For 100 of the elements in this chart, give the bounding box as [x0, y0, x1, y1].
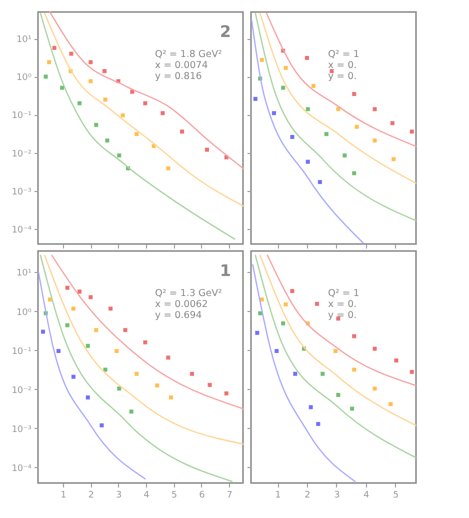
annotation: y = 0.	[328, 310, 357, 321]
point	[88, 295, 93, 300]
point	[255, 330, 260, 335]
point	[336, 316, 340, 321]
point	[260, 58, 264, 62]
point	[315, 302, 319, 306]
point	[208, 382, 212, 387]
point	[123, 328, 128, 332]
y-tick-label: 10⁻¹	[12, 111, 32, 122]
annotation: 2	[220, 22, 231, 41]
line-series	[49, 11, 244, 169]
line-series	[51, 254, 244, 410]
point	[284, 66, 288, 70]
point	[71, 306, 76, 311]
x-tick-label: 1	[60, 490, 66, 500]
x-tick-label: 6	[199, 490, 206, 500]
point	[129, 410, 134, 414]
point	[281, 86, 286, 90]
point	[103, 368, 108, 372]
point	[168, 395, 173, 400]
point	[350, 406, 354, 411]
point	[60, 86, 64, 90]
x-tick-label: 4	[364, 490, 370, 500]
point	[324, 132, 328, 136]
annotation: Q² = 1	[328, 288, 360, 299]
point	[342, 153, 347, 158]
annotation: Q² = 1.8 GeV²	[155, 49, 222, 60]
point	[410, 370, 414, 374]
point	[330, 69, 334, 74]
point	[86, 395, 90, 400]
point	[103, 98, 108, 102]
x-tick-label: 2	[88, 490, 94, 500]
annotation: x = 0.	[328, 60, 357, 71]
x-tick-label: 3	[116, 490, 122, 500]
point	[274, 349, 279, 354]
point	[65, 323, 70, 328]
x-tick-label: 5	[393, 490, 399, 500]
point	[204, 148, 209, 152]
point	[308, 405, 313, 410]
x-tick-label: 3	[334, 490, 340, 500]
y-tick-label: 10⁰	[16, 73, 32, 84]
annotation: x = 0.0062	[155, 299, 208, 310]
point	[306, 107, 310, 112]
point	[166, 166, 170, 170]
point	[293, 372, 298, 376]
point	[155, 383, 160, 388]
y-tick-label: 10¹	[16, 35, 32, 46]
annotation: x = 0.0074	[155, 60, 208, 71]
point	[47, 60, 52, 64]
annotation: Q² = 1.3 GeV²	[155, 288, 222, 299]
annotation: y = 0.	[328, 71, 357, 82]
point	[160, 111, 165, 116]
y-tick-label: 10¹	[16, 268, 32, 279]
point	[306, 160, 310, 164]
point	[134, 372, 139, 376]
point	[318, 180, 322, 184]
x-tick-label: 4	[144, 490, 150, 500]
y-tick-label: 10⁻¹	[12, 346, 32, 357]
line-series	[44, 12, 244, 207]
point	[372, 138, 377, 142]
point	[190, 372, 194, 376]
y-tick-label: 10⁻⁴	[12, 464, 32, 474]
point	[272, 111, 276, 116]
point	[78, 101, 82, 106]
y-tick-label: 10⁻³	[12, 187, 32, 198]
point	[44, 74, 48, 79]
point	[336, 107, 340, 112]
point	[372, 386, 377, 391]
point	[94, 328, 98, 332]
point	[253, 96, 258, 101]
annotation: Q² = 1	[328, 49, 360, 60]
point	[290, 289, 294, 294]
x-tick-label: 1	[275, 490, 281, 500]
point	[311, 84, 316, 88]
point	[105, 138, 110, 142]
point	[71, 374, 76, 379]
point	[94, 122, 98, 127]
point	[88, 79, 93, 84]
annotation: x = 0.	[328, 299, 357, 310]
point	[100, 423, 104, 428]
point	[372, 346, 377, 351]
point	[166, 356, 170, 360]
point	[388, 402, 393, 406]
line-series	[40, 254, 233, 482]
point	[117, 153, 122, 158]
point	[354, 124, 359, 129]
point	[336, 392, 340, 397]
point	[284, 302, 288, 306]
point	[392, 157, 396, 162]
point	[114, 349, 119, 354]
point	[410, 130, 414, 134]
point	[69, 52, 74, 56]
point	[352, 368, 356, 372]
point	[304, 56, 309, 60]
point	[120, 113, 125, 118]
y-tick-label: 10⁻³	[12, 424, 32, 435]
point	[78, 290, 82, 294]
point	[281, 321, 286, 326]
point	[334, 349, 338, 354]
point	[108, 306, 113, 311]
